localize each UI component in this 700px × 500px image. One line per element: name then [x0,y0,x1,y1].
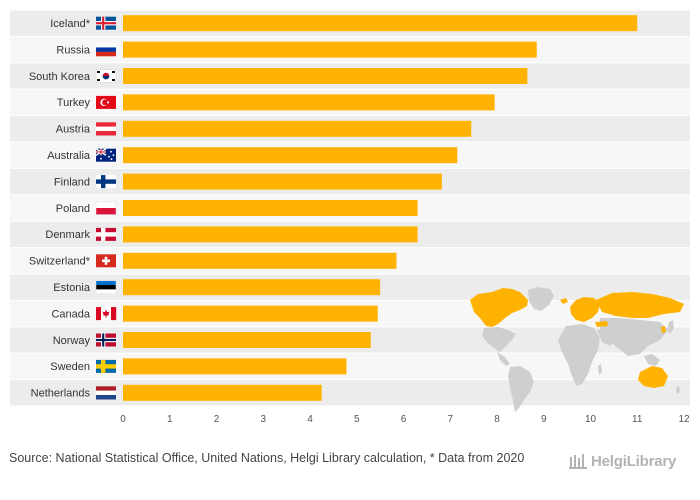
flag-icons [95,16,117,400]
map-madagascar [598,364,602,375]
bar [123,200,418,216]
map-asia [600,318,668,356]
map-russia [596,292,684,318]
x-axis-ticks: 0 1 2 3 4 5 6 7 8 9 10 11 12 [120,414,690,425]
category-label: Sweden [50,361,90,373]
map-new-zealand [676,386,680,394]
category-label: Norway [53,335,91,347]
map-europe [570,297,600,322]
x-tick-label: 12 [678,414,690,425]
category-label: Estonia [53,282,91,294]
x-tick-label: 2 [214,414,220,425]
category-label: Poland [56,203,90,215]
map-south-america [508,366,534,412]
turkey-flag-icon [96,95,116,109]
bar [123,226,418,243]
map-north-america [470,288,528,327]
australia-flag-icon [95,148,116,162]
south-korea-flag-icon [95,69,117,83]
x-tick-label: 7 [447,414,453,425]
x-tick-label: 1 [167,414,173,425]
x-tick-label: 10 [585,414,597,425]
source-note: Source: National Statistical Office, Uni… [9,451,525,465]
map-turkey [595,321,608,327]
netherlands-flag-icon [96,386,116,400]
map-middle-east [597,330,616,346]
map-usa [482,327,516,352]
map-australia [638,366,668,388]
helgi-library-logo: HelgiLibrary [568,450,693,472]
canada-flag-icon [96,307,117,321]
estonia-flag-icon [95,280,117,294]
bar [123,120,472,137]
category-label: Russia [56,44,91,56]
map-africa [558,324,600,386]
norway-flag-icon [96,333,116,347]
x-tick-label: 3 [260,414,266,425]
bar [123,15,638,32]
x-tick-label: 8 [494,414,500,425]
category-labels: Iceland* Russia South Korea Turkey Austria Au… [29,18,91,400]
bar [123,279,381,296]
bar [123,332,371,348]
austria-flag-icon [96,122,116,136]
x-tick-label: 11 [632,414,643,425]
category-label: Netherlands [31,388,91,400]
x-tick-label: 0 [120,414,126,425]
map-korea [661,326,666,333]
finland-flag-icon [96,175,116,189]
switzerland-flag-icon [96,254,116,268]
bar [123,94,495,111]
x-tick-label: 9 [541,414,547,425]
bar [123,173,442,190]
sweden-flag-icon [96,359,116,373]
map-central-america [497,352,510,366]
category-label: Australia [47,150,91,162]
iceland-flag-icon [96,16,116,30]
world-map-icon [470,287,684,412]
bar [123,147,458,164]
x-tick-label: 4 [307,414,313,425]
denmark-flag-icon [96,227,116,241]
category-label: South Korea [29,71,91,83]
category-label: Canada [51,308,90,320]
map-japan [667,320,674,334]
poland-flag-icon [95,201,117,215]
category-label: Turkey [57,97,91,109]
bar [123,252,397,269]
map-iceland [560,298,568,304]
category-label: Finland [54,176,90,188]
russia-flag-icon [96,43,116,57]
map-greenland [528,287,554,311]
category-label: Switzerland* [29,256,91,268]
bar [123,68,528,84]
map-se-asia [644,354,660,366]
x-tick-label: 6 [401,414,407,425]
library-columns-icon [569,454,587,469]
bars [123,15,638,401]
bar [123,384,322,401]
x-tick-label: 5 [354,414,360,425]
logo-text: HelgiLibrary [591,452,677,470]
bar [123,305,378,322]
category-label: Denmark [45,229,90,241]
bar [123,41,537,58]
category-label: Iceland* [50,18,90,30]
bar [123,358,347,375]
category-label: Austria [56,124,91,136]
